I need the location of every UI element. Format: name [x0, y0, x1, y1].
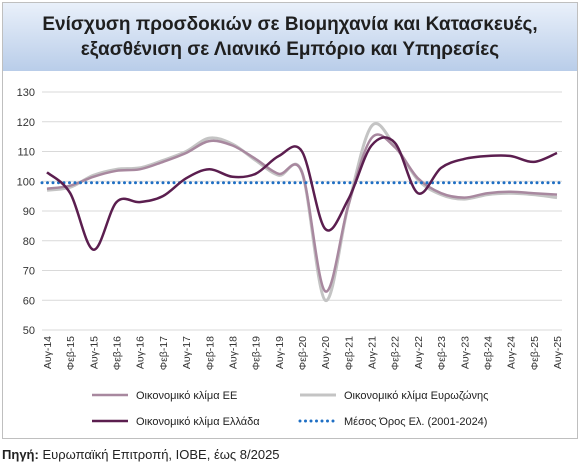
x-tick-label: Αυγ-23 [459, 336, 471, 369]
y-tick-label: 90 [23, 206, 35, 218]
x-tick-label: Φεβ-21 [343, 336, 355, 370]
x-tick-label: Φεβ-18 [204, 336, 216, 370]
line-chart: 50 60 70 80 90 100 110 120 130 Αυγ-14 Φεβ-15 Αυγ-15… [17, 87, 564, 428]
x-tick-label: Αυγ-14 [42, 336, 54, 369]
y-tick-label: 60 [23, 295, 35, 307]
x-tick-label: Φεβ-23 [436, 336, 448, 370]
title-band: Ενίσχυση προσδοκιών σε Βιομηχανία και Κα… [3, 3, 577, 71]
source-label: Πηγή: [2, 447, 39, 462]
chart-title: Ενίσχυση προσδοκιών σε Βιομηχανία και Κα… [3, 12, 577, 62]
x-tick-label: Φεβ-25 [529, 336, 541, 370]
y-tick-label: 80 [23, 236, 35, 248]
x-tick-label: Φεβ-22 [390, 336, 402, 370]
chart-title-line-1: Ενίσχυση προσδοκιών σε Βιομηχανία και Κα… [42, 14, 538, 35]
legend-label-average: Μέσος Όρος Ελ. (2001-2024) [344, 416, 487, 428]
x-tick-label: Αυγ-22 [413, 336, 425, 369]
x-tick-label: Φεβ-16 [112, 336, 124, 370]
x-tick-label: Φεβ-19 [251, 336, 263, 370]
source-text: Ευρωπαϊκή Επιτροπή, ΙΟΒΕ, έως 8/2025 [38, 447, 280, 462]
x-tick-label: Αυγ-19 [274, 336, 286, 369]
x-tick-label: Αυγ-18 [227, 336, 239, 369]
y-tick-label: 120 [17, 117, 35, 129]
x-tick-label: Αυγ-17 [181, 336, 193, 369]
y-tick-label: 110 [17, 147, 35, 159]
x-tick-label: Αυγ-20 [320, 336, 332, 369]
x-tick-label: Αυγ-24 [506, 336, 518, 369]
x-tick-label: Φεβ-15 [65, 336, 77, 370]
series-line-greece [46, 136, 558, 251]
legend-label-eu: Οικονομικό κλίμα ΕΕ [136, 390, 237, 402]
x-tick-label: Αυγ-16 [135, 336, 147, 369]
y-tick-label: 130 [17, 87, 35, 99]
y-tick-label: 100 [17, 176, 35, 188]
chart-frame: Ενίσχυση προσδοκιών σε Βιομηχανία και Κα… [2, 2, 578, 439]
x-tick-label: Φεβ-17 [158, 336, 170, 370]
y-tick-label: 50 [23, 325, 35, 337]
legend-label-eurozone: Οικονομικό κλίμα Ευρωζώνης [344, 390, 488, 402]
series-line-eu [46, 133, 558, 293]
source-note: Πηγή: Ευρωπαϊκή Επιτροπή, ΙΟΒΕ, έως 8/20… [2, 447, 280, 462]
legend-label-greece: Οικονομικό κλίμα Ελλάδα [136, 416, 260, 428]
chart-title-line-2: εξασθένιση σε Λιανικό Εμπόριο και Υπηρεσ… [80, 39, 500, 60]
x-tick-label: Αυγ-15 [88, 336, 100, 369]
x-tick-label: Αυγ-21 [367, 336, 379, 369]
x-tick-label: Αυγ-25 [552, 336, 564, 369]
x-tick-label: Φεβ-20 [297, 336, 309, 370]
x-tick-label: Φεβ-24 [482, 336, 494, 370]
y-tick-label: 70 [23, 266, 35, 278]
